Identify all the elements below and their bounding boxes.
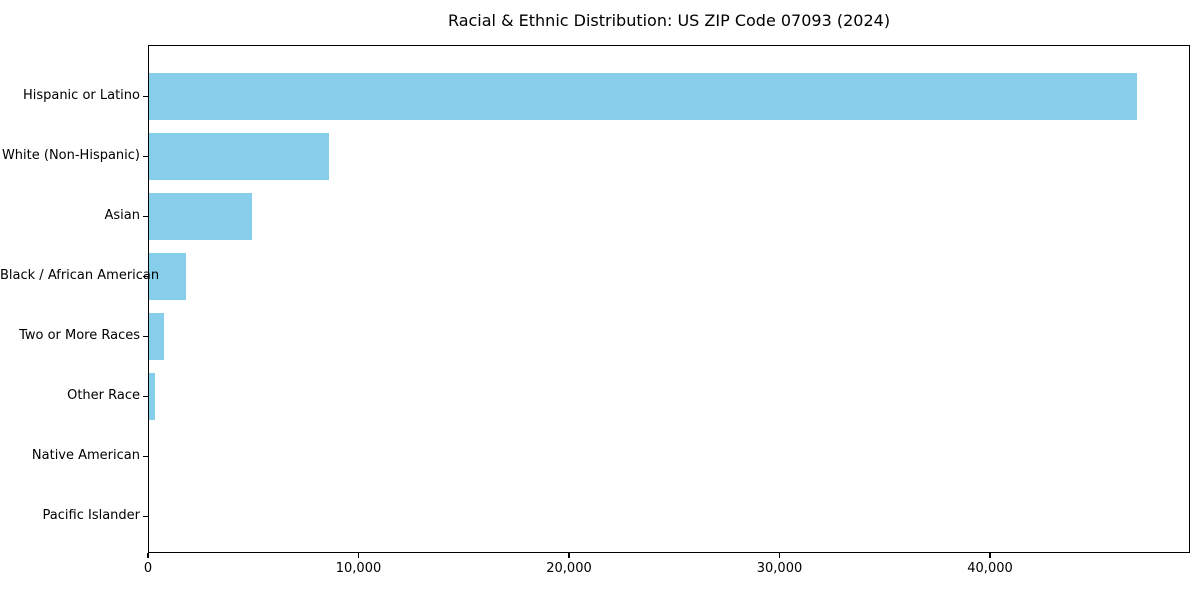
- y-tick-mark: [143, 215, 148, 217]
- y-axis-label: Hispanic or Latino: [22, 88, 140, 103]
- bar-two-or-more-races: [149, 312, 164, 360]
- bar-other-race: [149, 372, 156, 420]
- y-tick-mark: [143, 275, 148, 277]
- y-axis-label: White (Non-Hispanic): [1, 148, 140, 163]
- x-tick-label: 40,000: [967, 561, 1013, 576]
- y-axis-label: Other Race: [67, 388, 140, 403]
- bar-white-non-hispanic: [149, 132, 330, 180]
- x-tick-mark: [568, 553, 570, 558]
- bar-black-african-american: [149, 252, 187, 300]
- x-tick-label: 30,000: [756, 561, 803, 576]
- y-tick-mark: [143, 155, 148, 157]
- y-tick-mark: [143, 515, 148, 517]
- y-tick-mark: [143, 335, 148, 337]
- y-axis-label: Native American: [31, 448, 140, 463]
- chart-title: Racial & Ethnic Distribution: US ZIP Cod…: [447, 11, 891, 30]
- bar-hispanic-or-latino: [149, 72, 1138, 120]
- y-axis-label: Two or More Races: [19, 328, 140, 343]
- x-tick-label: 20,000: [546, 561, 592, 576]
- bar-asian: [149, 192, 253, 240]
- x-tick-mark: [989, 553, 991, 558]
- x-tick-mark: [147, 553, 149, 558]
- x-tick-mark: [357, 553, 360, 558]
- x-tick-label: 10,000: [335, 561, 382, 576]
- x-tick-mark: [778, 553, 781, 558]
- y-axis-label: Black / African American: [0, 268, 160, 283]
- x-tick-label: 0: [143, 561, 153, 576]
- plot-area: [148, 45, 1190, 553]
- y-tick-mark: [143, 95, 148, 97]
- y-tick-mark: [143, 395, 148, 397]
- y-tick-mark: [143, 455, 148, 457]
- y-axis-label: Asian: [104, 208, 140, 223]
- y-axis-label: Pacific Islander: [42, 508, 140, 523]
